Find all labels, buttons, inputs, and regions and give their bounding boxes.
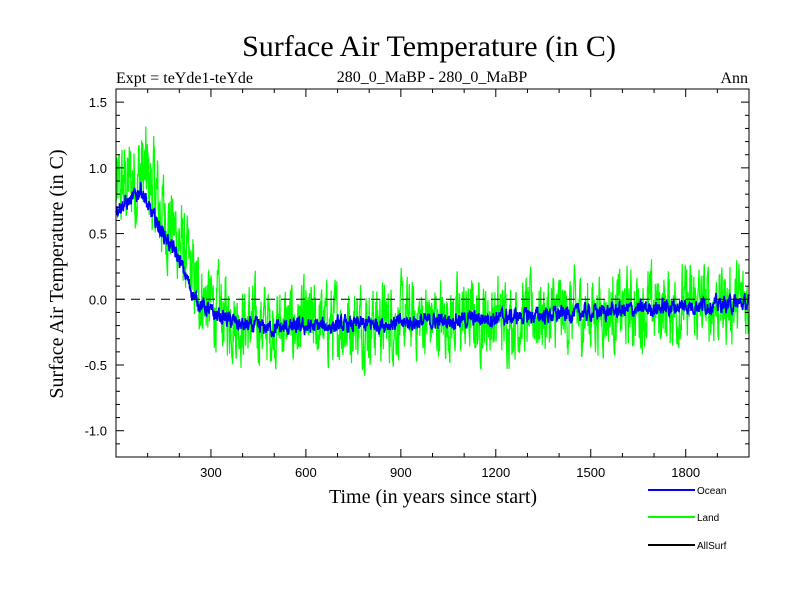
x-tick-label: 900	[390, 465, 412, 480]
legend-label-land: Land	[697, 513, 719, 524]
y-tick-label: -1.0	[85, 424, 107, 439]
x-tick-label: 1800	[671, 465, 700, 480]
season-label: Ann	[720, 70, 748, 87]
chart-title: Surface Air Temperature (in C)	[242, 30, 616, 63]
y-tick-label: -0.5	[85, 358, 107, 373]
y-axis: 1.5 1.0 0.5 0.0 -0.5 -1.0	[85, 95, 749, 445]
legend-label-ocean: Ocean	[697, 486, 726, 497]
x-tick-label: 600	[295, 465, 317, 480]
series-line-land	[115, 126, 750, 376]
x-tick-label: 300	[200, 465, 222, 480]
series-layer	[115, 126, 750, 376]
legend: Ocean Land AllSurf	[648, 486, 727, 552]
series-line-ocean	[115, 182, 750, 338]
x-tick-label: 1200	[481, 465, 510, 480]
y-axis-label: Surface Air Temperature (in C)	[46, 149, 68, 398]
y-tick-label: 0.0	[89, 292, 107, 307]
x-axis: 300 600 900 1200 1500 1800	[147, 89, 718, 480]
period-label: 280_0_MaBP - 280_0_MaBP	[337, 69, 528, 86]
legend-label-allsurf: AllSurf	[697, 541, 727, 552]
y-tick-label: 1.5	[89, 95, 107, 110]
x-axis-label: Time (in years since start)	[329, 486, 537, 508]
experiment-label: Expt = teYde1-teYde	[116, 70, 253, 87]
y-tick-label: 0.5	[89, 227, 107, 242]
x-tick-label: 1500	[576, 465, 605, 480]
plot-frame	[115, 88, 750, 458]
y-tick-label: 1.0	[89, 161, 107, 176]
